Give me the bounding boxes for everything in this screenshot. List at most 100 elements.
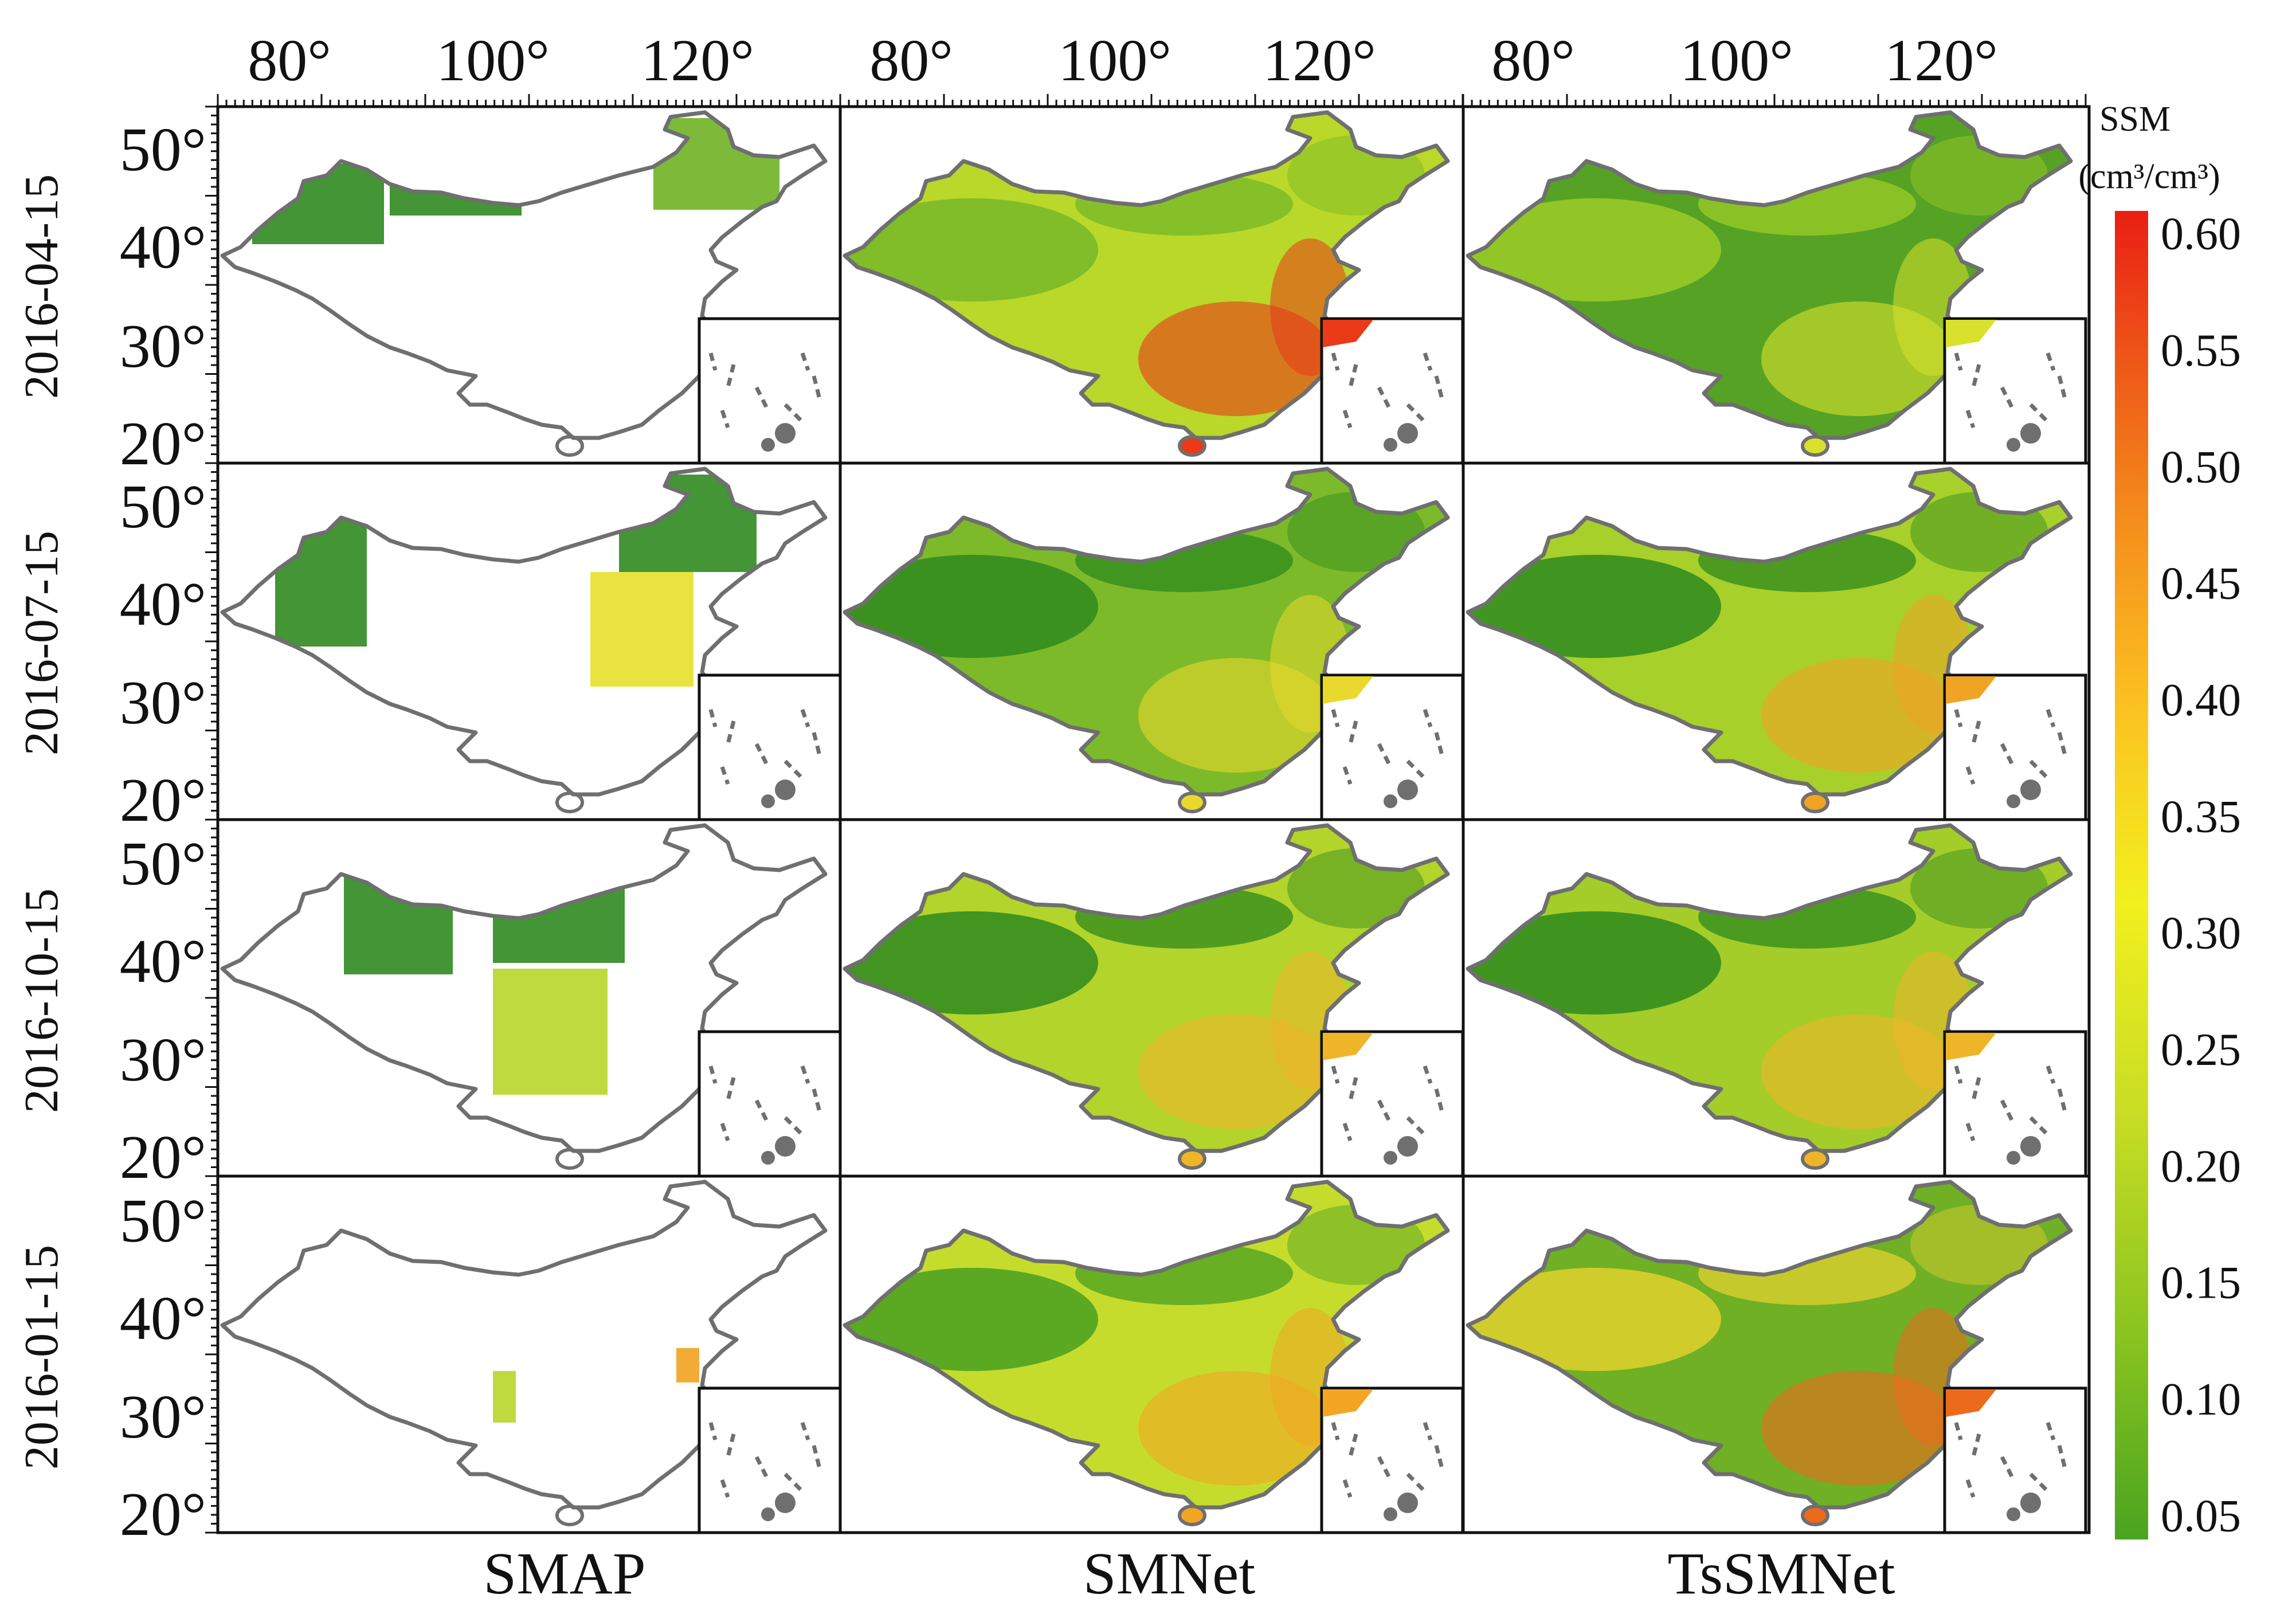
china-outline bbox=[1466, 467, 2073, 797]
smap-swaths bbox=[252, 118, 779, 244]
map-panel bbox=[1466, 467, 2087, 821]
map-panel bbox=[220, 823, 842, 1178]
latitude-labels: 50° 40° 30° 20° 50° 40° 30° 20° 50° 40° … bbox=[120, 116, 206, 1549]
lat-label: 30° bbox=[120, 1383, 206, 1451]
colorbar-gradient bbox=[2115, 211, 2148, 1540]
ssm-variation bbox=[1469, 135, 2048, 416]
lon-label: 100° bbox=[436, 28, 550, 93]
china-outline bbox=[1466, 823, 2073, 1153]
china-outline bbox=[220, 1180, 828, 1510]
hainan-outline bbox=[555, 435, 585, 457]
colorbar-tick-label: 0.15 bbox=[2161, 1258, 2241, 1309]
colorbar-tick-label: 0.35 bbox=[2161, 792, 2241, 842]
map-panel bbox=[1466, 823, 2087, 1178]
colorbar-tick-label: 0.30 bbox=[2161, 908, 2241, 959]
colorbar-tick-label: 0.55 bbox=[2161, 326, 2241, 376]
colorbar-title: SSM bbox=[2099, 100, 2170, 139]
south-china-sea-inset bbox=[1943, 317, 2087, 465]
lat-label: 20° bbox=[120, 1123, 206, 1192]
lat-label: 30° bbox=[120, 1026, 206, 1094]
lat-label: 40° bbox=[120, 1284, 206, 1353]
lon-label: 80° bbox=[1491, 28, 1575, 93]
hainan-outline bbox=[555, 792, 585, 813]
lat-label: 20° bbox=[120, 766, 206, 835]
map-panel bbox=[1466, 1180, 2087, 1534]
map-panel bbox=[843, 110, 1464, 465]
lat-label: 30° bbox=[120, 669, 206, 737]
smap-swaths bbox=[275, 475, 757, 687]
hainan-outline bbox=[1800, 1148, 1830, 1170]
hainan-outline bbox=[1800, 1505, 1830, 1526]
longitude-labels: 80° 100° 120° 80° 100° 120° 80° 100° 120… bbox=[248, 28, 1998, 93]
hainan-outline bbox=[1177, 1505, 1207, 1526]
row-date-label: 2016-01-15 bbox=[15, 1245, 68, 1470]
lon-label: 100° bbox=[1680, 28, 1793, 93]
south-china-sea-inset bbox=[1943, 1030, 2087, 1178]
lat-label: 40° bbox=[120, 213, 206, 281]
hainan-outline bbox=[555, 1148, 585, 1170]
lat-label: 50° bbox=[120, 116, 206, 184]
row-date-label: 2016-04-15 bbox=[15, 174, 68, 399]
china-outline bbox=[220, 823, 828, 1153]
lon-label: 120° bbox=[641, 28, 754, 93]
lat-label: 20° bbox=[120, 410, 206, 478]
map-panel bbox=[1466, 110, 2087, 465]
colorbar-tick-label: 0.25 bbox=[2161, 1025, 2241, 1075]
map-panel bbox=[843, 1180, 1464, 1534]
map-panel bbox=[220, 1180, 842, 1534]
colorbar-tick-label: 0.20 bbox=[2161, 1141, 2241, 1192]
colorbar-tick-label: 0.50 bbox=[2161, 442, 2241, 492]
south-china-sea-inset bbox=[698, 673, 842, 821]
lon-label: 120° bbox=[1884, 28, 1998, 93]
china-outline bbox=[1466, 110, 2073, 440]
hainan-outline bbox=[1800, 435, 1830, 457]
map-panel bbox=[843, 823, 1464, 1178]
hainan-outline bbox=[555, 1505, 585, 1526]
south-china-sea-inset bbox=[698, 317, 842, 465]
lon-label: 80° bbox=[869, 28, 953, 93]
top-tick-ruler bbox=[217, 94, 2087, 107]
south-china-sea-inset bbox=[698, 1030, 842, 1178]
lat-label: 20° bbox=[120, 1480, 206, 1549]
hainan-outline bbox=[1800, 792, 1830, 813]
column-title-tssmnet: TsSMNet bbox=[1667, 1541, 1895, 1607]
colorbar-tick-label: 0.40 bbox=[2161, 675, 2241, 726]
south-china-sea-inset bbox=[1320, 317, 1464, 465]
lat-label: 50° bbox=[120, 1187, 206, 1255]
smap-swaths bbox=[493, 1348, 699, 1423]
china-outline bbox=[843, 467, 1450, 797]
hainan-outline bbox=[1177, 435, 1207, 457]
china-outline bbox=[843, 1180, 1450, 1510]
colorbar-tick-label: 0.10 bbox=[2161, 1374, 2241, 1425]
colorbar-tick-label: 0.60 bbox=[2161, 209, 2241, 260]
colorbar-unit: (cm³/cm³) bbox=[2078, 157, 2220, 196]
column-title-smap: SMAP bbox=[483, 1541, 645, 1607]
map-panel bbox=[220, 110, 842, 465]
smap-swaths bbox=[344, 877, 625, 1095]
lon-label: 100° bbox=[1058, 28, 1171, 93]
lat-label: 40° bbox=[120, 570, 206, 638]
colorbar: SSM (cm³/cm³) 0.600.550.500.450.400.350.… bbox=[2078, 100, 2241, 1541]
lon-label: 120° bbox=[1263, 28, 1376, 93]
south-china-sea-inset bbox=[1943, 1386, 2087, 1534]
china-outline bbox=[220, 467, 828, 797]
colorbar-tick-label: 0.05 bbox=[2161, 1491, 2241, 1541]
colorbar-tick-labels: 0.60 0.55 0.50 0.45 0.40 0.35 0.30 0.25 0.20 0.15… bbox=[2161, 209, 2241, 1542]
map-panel-grid bbox=[220, 110, 2087, 1534]
hainan-outline bbox=[1177, 1148, 1207, 1170]
south-china-sea-inset bbox=[1320, 1386, 1464, 1534]
row-date-label: 2016-07-15 bbox=[15, 531, 68, 755]
colorbar-tick-label: 0.45 bbox=[2161, 559, 2241, 609]
china-outline bbox=[220, 110, 828, 440]
left-tick-ruler bbox=[205, 105, 218, 1534]
china-outline bbox=[843, 110, 1450, 440]
south-china-sea-inset bbox=[698, 1386, 842, 1534]
map-panel bbox=[843, 467, 1464, 821]
lat-label: 50° bbox=[120, 473, 206, 541]
column-titles: SMAP SMNet TsSMNet bbox=[483, 1541, 1895, 1607]
lat-label: 40° bbox=[120, 927, 206, 996]
panel-grid-frame bbox=[216, 105, 2091, 1534]
south-china-sea-inset bbox=[1320, 673, 1464, 821]
